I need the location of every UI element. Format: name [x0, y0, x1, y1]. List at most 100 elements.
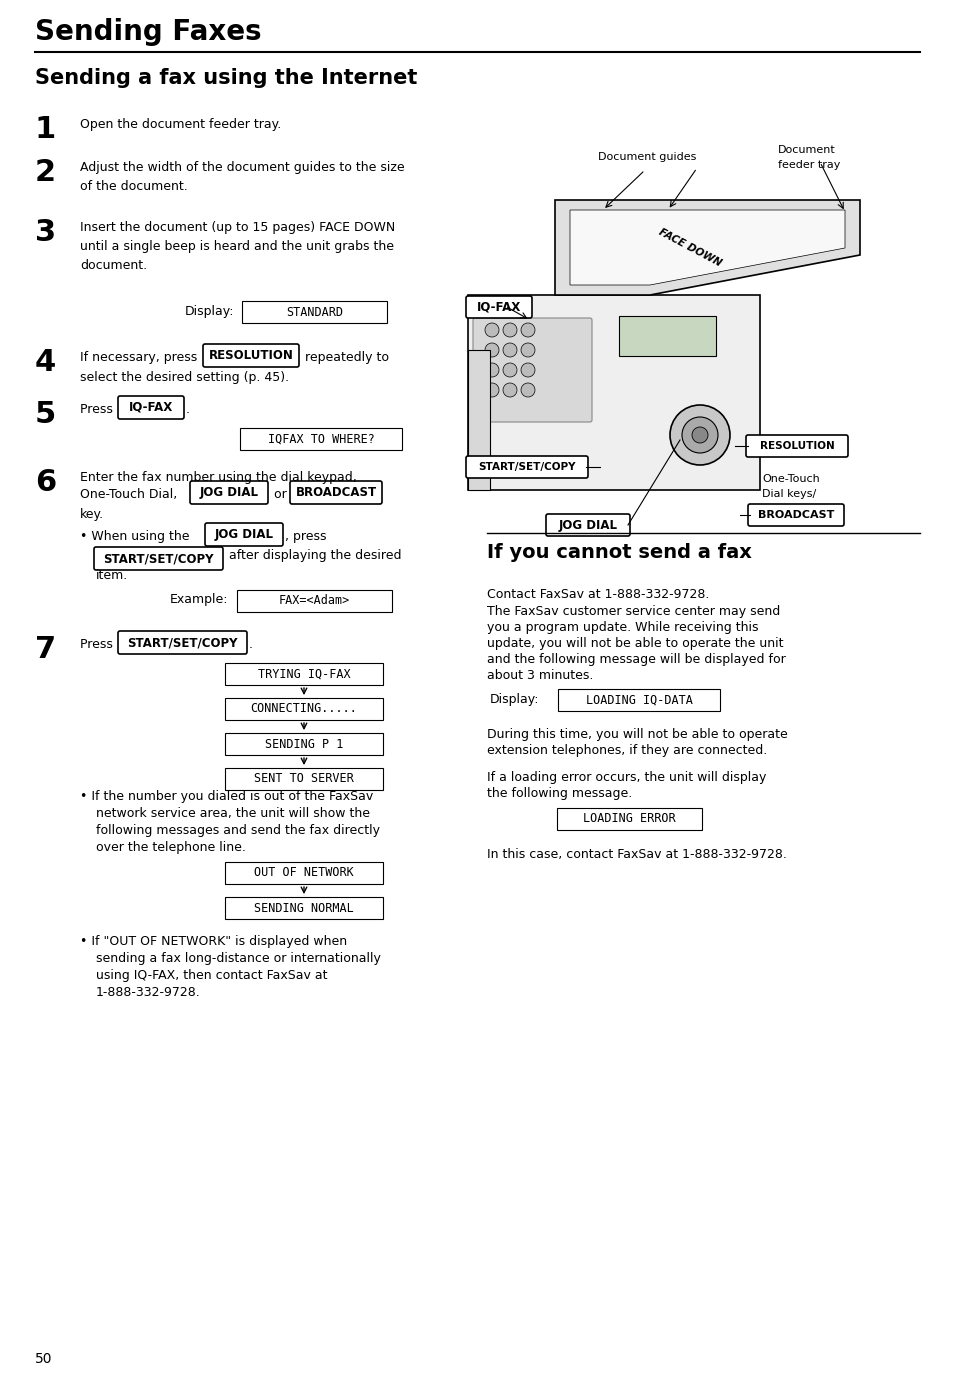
Text: Contact FaxSav at 1-888-332-9728.: Contact FaxSav at 1-888-332-9728. — [486, 588, 709, 600]
Circle shape — [691, 427, 707, 442]
Text: IQ-FAX: IQ-FAX — [476, 301, 520, 313]
Text: 7: 7 — [35, 635, 56, 664]
Text: TRYING IQ-FAX: TRYING IQ-FAX — [257, 668, 350, 680]
FancyBboxPatch shape — [747, 504, 843, 526]
Text: you a program update. While receiving this: you a program update. While receiving th… — [486, 621, 758, 633]
Circle shape — [520, 363, 535, 376]
Text: One-Touch Dial,: One-Touch Dial, — [80, 488, 181, 502]
Polygon shape — [569, 210, 844, 284]
Text: network service area, the unit will show the: network service area, the unit will show… — [96, 807, 370, 820]
FancyBboxPatch shape — [118, 631, 247, 654]
Text: over the telephone line.: over the telephone line. — [96, 841, 246, 855]
Text: • If "OUT OF NETWORK" is displayed when: • If "OUT OF NETWORK" is displayed when — [80, 934, 347, 948]
Circle shape — [520, 323, 535, 337]
Text: extension telephones, if they are connected.: extension telephones, if they are connec… — [486, 743, 766, 757]
Text: Open the document feeder tray.: Open the document feeder tray. — [80, 118, 281, 131]
FancyBboxPatch shape — [225, 861, 382, 883]
Text: Dial keys/: Dial keys/ — [761, 489, 816, 499]
Text: If a loading error occurs, the unit will display: If a loading error occurs, the unit will… — [486, 771, 765, 785]
Text: Insert the document (up to 15 pages) FACE DOWN
until a single beep is heard and : Insert the document (up to 15 pages) FAC… — [80, 221, 395, 272]
Text: 4: 4 — [35, 348, 56, 376]
Text: 1: 1 — [35, 115, 56, 144]
Text: item.: item. — [96, 569, 128, 583]
Text: IQ-FAX: IQ-FAX — [129, 401, 172, 414]
Text: , press: , press — [285, 530, 326, 543]
Text: FAX=<Adam>: FAX=<Adam> — [278, 595, 350, 607]
Text: about 3 minutes.: about 3 minutes. — [486, 669, 593, 682]
Text: .: . — [186, 403, 190, 416]
Circle shape — [520, 344, 535, 357]
Text: Adjust the width of the document guides to the size
of the document.: Adjust the width of the document guides … — [80, 161, 404, 192]
Text: the following message.: the following message. — [486, 787, 632, 800]
Text: Document guides: Document guides — [598, 153, 696, 162]
Circle shape — [484, 323, 498, 337]
FancyBboxPatch shape — [203, 344, 298, 367]
Circle shape — [669, 405, 729, 464]
Circle shape — [681, 416, 718, 453]
Text: 50: 50 — [35, 1352, 52, 1366]
Text: or: or — [270, 488, 291, 502]
Text: One-Touch: One-Touch — [761, 474, 819, 484]
Circle shape — [484, 344, 498, 357]
Text: SENDING P 1: SENDING P 1 — [265, 738, 343, 750]
Circle shape — [484, 363, 498, 376]
Text: and the following message will be displayed for: and the following message will be displa… — [486, 653, 785, 666]
Polygon shape — [555, 201, 859, 295]
Text: BROADCAST: BROADCAST — [757, 510, 833, 519]
Text: 1-888-332-9728.: 1-888-332-9728. — [96, 987, 200, 999]
Text: feeder tray: feeder tray — [778, 159, 840, 170]
Circle shape — [520, 383, 535, 397]
Polygon shape — [468, 295, 760, 491]
FancyBboxPatch shape — [558, 688, 720, 710]
FancyBboxPatch shape — [225, 768, 382, 790]
FancyBboxPatch shape — [236, 589, 392, 611]
FancyBboxPatch shape — [473, 317, 592, 422]
Text: 5: 5 — [35, 400, 56, 429]
Text: select the desired setting (p. 45).: select the desired setting (p. 45). — [80, 371, 289, 383]
FancyBboxPatch shape — [225, 664, 382, 686]
Text: LOADING IQ-DATA: LOADING IQ-DATA — [585, 694, 692, 706]
Polygon shape — [468, 350, 490, 491]
FancyBboxPatch shape — [242, 301, 387, 323]
Text: Display:: Display: — [185, 305, 234, 319]
FancyBboxPatch shape — [118, 396, 184, 419]
Text: OUT OF NETWORK: OUT OF NETWORK — [253, 867, 354, 879]
FancyBboxPatch shape — [225, 897, 382, 919]
Text: Enter the fax number using the dial keypad,: Enter the fax number using the dial keyp… — [80, 471, 356, 484]
FancyBboxPatch shape — [225, 732, 382, 754]
Text: 3: 3 — [35, 218, 56, 247]
Text: sending a fax long-distance or internationally: sending a fax long-distance or internati… — [96, 952, 380, 965]
Text: FACE DOWN: FACE DOWN — [657, 227, 722, 269]
Text: JOG DIAL: JOG DIAL — [199, 486, 258, 499]
Text: .: . — [249, 638, 253, 651]
Circle shape — [502, 323, 517, 337]
Text: Sending a fax using the Internet: Sending a fax using the Internet — [35, 67, 417, 88]
FancyBboxPatch shape — [240, 427, 401, 451]
Text: If necessary, press: If necessary, press — [80, 350, 201, 364]
Text: using IQ-FAX, then contact FaxSav at: using IQ-FAX, then contact FaxSav at — [96, 969, 327, 982]
Text: START/SET/COPY: START/SET/COPY — [127, 636, 237, 649]
FancyBboxPatch shape — [225, 698, 382, 720]
Text: START/SET/COPY: START/SET/COPY — [477, 462, 576, 473]
Text: IQFAX TO WHERE?: IQFAX TO WHERE? — [267, 433, 374, 445]
Text: update, you will not be able to operate the unit: update, you will not be able to operate … — [486, 638, 782, 650]
Text: Display:: Display: — [490, 694, 539, 706]
Text: SENT TO SERVER: SENT TO SERVER — [253, 772, 354, 786]
FancyBboxPatch shape — [745, 436, 847, 458]
Text: key.: key. — [80, 508, 104, 521]
Circle shape — [502, 344, 517, 357]
Text: 2: 2 — [35, 158, 56, 187]
FancyBboxPatch shape — [205, 523, 283, 545]
Text: • If the number you dialed is out of the FaxSav: • If the number you dialed is out of the… — [80, 790, 373, 802]
Text: START/SET/COPY: START/SET/COPY — [103, 552, 213, 565]
Text: following messages and send the fax directly: following messages and send the fax dire… — [96, 824, 379, 837]
Text: SENDING NORMAL: SENDING NORMAL — [253, 901, 354, 915]
Text: BROADCAST: BROADCAST — [295, 486, 376, 499]
Text: STANDARD: STANDARD — [286, 305, 343, 319]
Text: CONNECTING.....: CONNECTING..... — [251, 702, 357, 716]
FancyBboxPatch shape — [94, 547, 223, 570]
FancyBboxPatch shape — [545, 514, 629, 536]
Text: 6: 6 — [35, 469, 56, 497]
Circle shape — [484, 383, 498, 397]
FancyBboxPatch shape — [465, 456, 587, 478]
